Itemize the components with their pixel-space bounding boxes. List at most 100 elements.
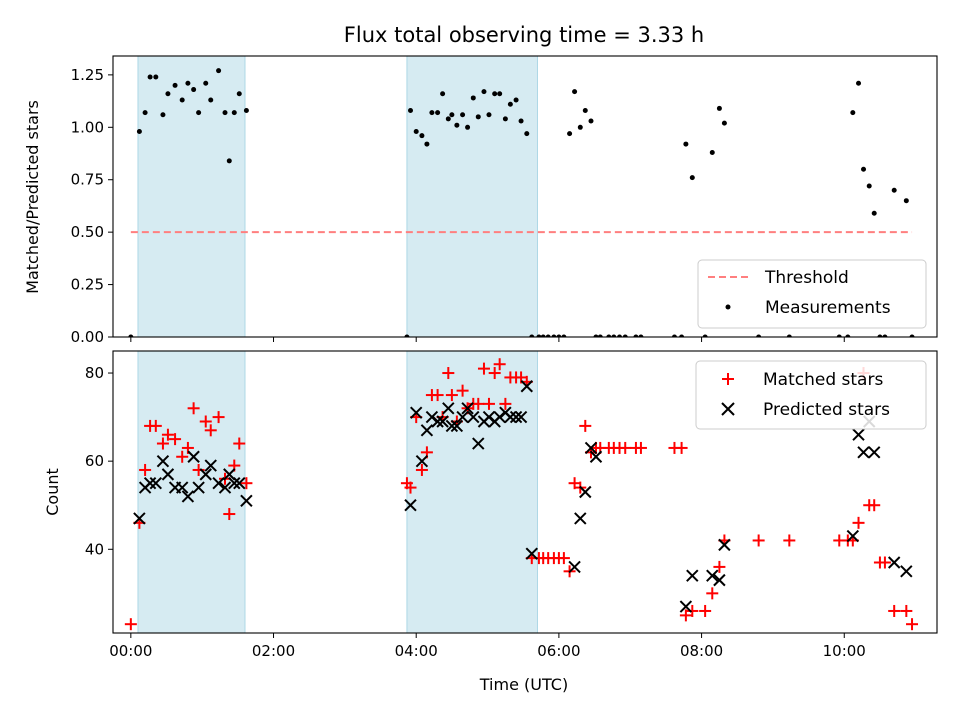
marker-stroke <box>161 468 175 481</box>
measurement-point <box>845 334 851 337</box>
measurement-point <box>185 80 191 86</box>
matched-point <box>404 481 417 494</box>
marker-stroke <box>181 490 195 503</box>
measurement-point <box>597 334 603 337</box>
matched-point <box>415 463 428 476</box>
measurement-point <box>191 87 197 93</box>
predicted-point <box>445 419 459 433</box>
measurement-point <box>147 74 153 80</box>
measurement-point <box>786 334 792 337</box>
measurement-point <box>866 183 872 189</box>
matched-point <box>477 362 490 375</box>
marker-stroke <box>431 415 444 428</box>
x-axis-label: Time (UTC) <box>479 675 568 694</box>
measurement-point <box>497 91 503 97</box>
measurement-point <box>882 334 888 337</box>
measurement-point <box>236 91 242 97</box>
marker-stroke <box>450 419 464 433</box>
y-tick-label: 1.00 <box>71 118 104 136</box>
measurement-point <box>861 166 867 172</box>
predicted-point <box>133 512 146 525</box>
measurement-point <box>638 334 644 337</box>
matched-point <box>634 441 647 454</box>
marker-stroke <box>175 481 189 494</box>
predicted-point <box>584 441 598 455</box>
legend-threshold-label: Threshold <box>764 268 849 288</box>
predicted-point <box>228 476 241 490</box>
measurement-point <box>502 116 508 122</box>
marker-stroke <box>233 476 246 490</box>
predicted-point <box>223 468 236 481</box>
measurement-point <box>424 141 430 147</box>
matched-point <box>488 367 501 380</box>
marker-stroke <box>706 569 719 582</box>
predicted-point <box>852 428 865 441</box>
marker-stroke <box>204 459 217 472</box>
measurement-point <box>165 91 171 97</box>
measurement-point <box>172 82 178 88</box>
marker-stroke <box>900 565 913 578</box>
legend-predicted-label: Predicted stars <box>763 400 890 420</box>
measurement-point <box>470 95 476 101</box>
count-legend: Matched stars Predicted stars <box>695 360 927 430</box>
marker-stroke <box>686 569 699 582</box>
marker-stroke <box>192 481 205 494</box>
measurement-point <box>231 110 237 116</box>
predicted-point <box>233 476 246 490</box>
matched-point <box>199 415 212 428</box>
ratio-y-axis-label: Matched/Predicted stars <box>23 100 42 294</box>
predicted-point <box>143 476 157 490</box>
predicted-point <box>574 512 587 525</box>
measurement-point <box>556 334 562 337</box>
measurement-point <box>877 334 883 337</box>
marker-stroke <box>223 468 236 481</box>
predicted-point <box>175 481 189 494</box>
measurement-point <box>572 89 578 95</box>
matched-point <box>212 411 225 424</box>
matched-point <box>900 604 913 617</box>
measurement-point <box>142 110 148 116</box>
predicted-point <box>857 446 870 459</box>
y-tick-label: 0.25 <box>71 276 104 294</box>
marker-stroke <box>456 410 469 424</box>
matched-point <box>149 419 162 432</box>
count-panel: 40 60 80 00:00 02:00 04:00 06:00 08:00 10:00 <box>85 350 938 660</box>
marker-stroke <box>461 402 474 415</box>
measurement-point <box>567 131 573 137</box>
predicted-point <box>199 468 212 481</box>
shaded-interval <box>406 351 538 633</box>
predicted-point <box>415 454 429 468</box>
predicted-point <box>181 490 195 503</box>
matched-point <box>878 556 891 569</box>
measurement-point <box>226 158 232 164</box>
matched-point <box>557 552 570 565</box>
marker-stroke <box>187 450 200 463</box>
predicted-point <box>442 402 455 415</box>
measurement-point <box>679 334 685 337</box>
matched-point <box>456 384 469 397</box>
predicted-point <box>156 454 170 468</box>
measurement-point <box>475 114 481 120</box>
matched-point <box>906 618 919 631</box>
marker-stroke <box>857 446 870 459</box>
measurement-point <box>429 110 435 116</box>
predicted-point <box>568 560 581 574</box>
measurement-point <box>128 334 134 337</box>
legend-matched-swatch <box>722 373 734 385</box>
marker-stroke <box>568 560 581 574</box>
matched-point <box>472 397 485 410</box>
measurement-point <box>492 91 498 97</box>
predicted-point <box>846 529 860 543</box>
measurement-point <box>486 112 492 118</box>
ratio-legend: Threshold Measurements <box>697 259 927 329</box>
measurement-point <box>836 334 842 337</box>
matched-point <box>176 450 189 463</box>
marker-stroke <box>525 547 538 560</box>
marker-stroke <box>520 380 533 393</box>
measurement-point <box>721 120 727 126</box>
marker-stroke <box>589 450 603 463</box>
measurement-point <box>577 124 583 130</box>
y-tick-label: 0.75 <box>71 171 104 189</box>
x-tick-label: 00:00 <box>109 642 152 660</box>
predicted-point <box>514 410 528 424</box>
